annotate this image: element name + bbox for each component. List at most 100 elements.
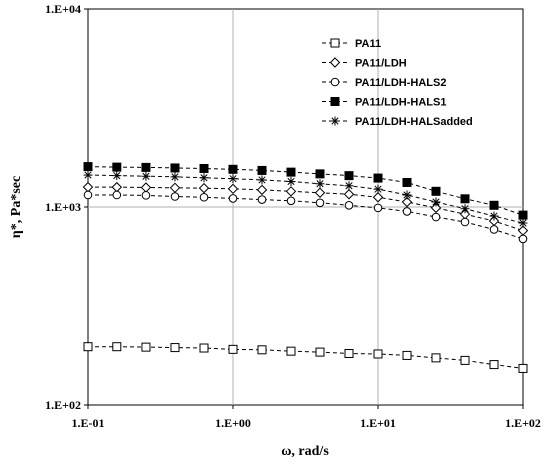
- data-point: [286, 196, 296, 206]
- data-point: [315, 179, 325, 189]
- series-line: [88, 194, 524, 240]
- data-point: [112, 342, 122, 352]
- data-series: [82, 162, 529, 373]
- data-point: [199, 173, 209, 183]
- data-point: [257, 195, 267, 204]
- data-point: [141, 162, 151, 172]
- y-tick-label: 1.E+02: [45, 398, 81, 412]
- data-point: [518, 363, 528, 373]
- data-point: [344, 181, 354, 191]
- data-point: [489, 360, 499, 370]
- data-point: [401, 196, 413, 208]
- x-tick-label: 1.E+00: [215, 416, 251, 430]
- data-point: [227, 183, 239, 195]
- data-point: [402, 350, 412, 360]
- data-point: [460, 204, 470, 214]
- series-pa11-ldh-hals2: [83, 190, 528, 244]
- data-point: [344, 200, 354, 210]
- data-point: [314, 187, 326, 198]
- data-point: [83, 190, 93, 200]
- y-tick-label: 1.E+03: [45, 200, 81, 214]
- data-point: [141, 342, 151, 352]
- data-point: [315, 169, 325, 179]
- data-point: [170, 192, 180, 201]
- data-point: [402, 207, 412, 216]
- data-point: [286, 346, 296, 356]
- data-point: [228, 164, 238, 174]
- data-point: [285, 186, 297, 197]
- legend-label: PA11/LDH: [355, 58, 407, 70]
- data-point: [489, 200, 499, 210]
- series-line: [88, 186, 524, 232]
- legend-item: PA11/LDH: [322, 57, 407, 70]
- legend-item: PA11/LDH-HALS2: [322, 77, 446, 89]
- data-point: [460, 217, 470, 227]
- legend-marker: [330, 97, 340, 106]
- legend-marker: [330, 38, 340, 48]
- y-tick-label: 1.E+04: [45, 2, 81, 16]
- legend-item: PA11/LDH-HALS1: [322, 97, 446, 109]
- data-point: [112, 162, 122, 172]
- data-point: [344, 171, 354, 181]
- data-point: [228, 194, 238, 203]
- legend-marker: [329, 57, 341, 68]
- data-point: [286, 167, 296, 177]
- legend-marker: [330, 77, 340, 87]
- data-point: [83, 342, 93, 352]
- data-point: [460, 355, 470, 365]
- data-point: [315, 347, 325, 357]
- series-line: [87, 166, 524, 216]
- data-point: [141, 171, 151, 181]
- data-point: [431, 212, 441, 222]
- data-point: [170, 172, 180, 182]
- data-point: [373, 349, 383, 359]
- legend-label: PA11/LDH-HALS1: [355, 97, 446, 109]
- data-point: [198, 182, 210, 194]
- legend-item: PA11/LDH-HALSadded: [322, 116, 473, 128]
- data-point: [315, 198, 325, 208]
- data-point: [431, 197, 441, 207]
- data-point: [518, 218, 528, 228]
- data-point: [431, 353, 441, 363]
- data-point: [344, 349, 354, 359]
- legend-marker: [330, 116, 340, 126]
- data-point: [228, 344, 238, 354]
- data-point: [170, 343, 180, 353]
- data-point: [199, 192, 209, 202]
- data-point: [256, 184, 268, 196]
- y-axis-title: η*, Pa*sec: [9, 176, 24, 238]
- data-point: [343, 189, 355, 200]
- series-pa11-ldh-halsadded: [83, 170, 528, 228]
- legend: PA11 PA11/LDH PA11/LDH-HALS2 PA11/LDH-HALS1…: [322, 38, 473, 128]
- data-point: [518, 234, 528, 244]
- series-pa11-ldh-hals1: [83, 162, 528, 220]
- data-point: [460, 194, 470, 204]
- data-point: [199, 163, 209, 173]
- data-point: [430, 202, 442, 214]
- data-point: [83, 162, 93, 172]
- series-pa11-ldh: [82, 181, 529, 236]
- data-point: [83, 170, 93, 180]
- data-point: [489, 225, 499, 234]
- data-point: [518, 210, 528, 220]
- data-point: [372, 192, 384, 203]
- tick-labels: 1.E-01 1.E+00 1.E+01 1.E+02 1.E+02 1.E+03 1.E+…: [45, 2, 541, 430]
- legend-label: PA11/LDH-HALSadded: [355, 116, 473, 128]
- x-tick-label: 1.E+01: [360, 416, 396, 430]
- series-pa11: [83, 342, 528, 373]
- legend-label: PA11/LDH-HALS2: [355, 77, 446, 89]
- data-point: [199, 343, 209, 353]
- data-point: [373, 184, 383, 194]
- series-line: [87, 174, 524, 224]
- data-point: [141, 191, 151, 200]
- data-point: [373, 173, 383, 183]
- x-tick-label: 1.E+02: [505, 416, 541, 430]
- data-point: [402, 190, 412, 200]
- data-point: [112, 171, 122, 181]
- data-point: [228, 174, 238, 184]
- data-point: [257, 165, 267, 175]
- legend-item: PA11: [322, 38, 381, 50]
- data-point: [286, 177, 296, 187]
